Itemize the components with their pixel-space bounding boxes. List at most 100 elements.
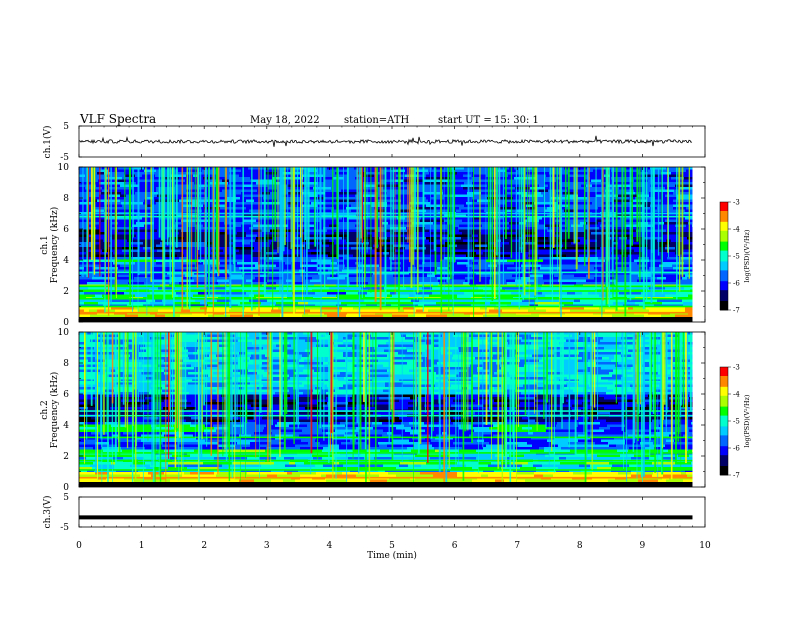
- spectrogram-sferic: [403, 167, 405, 290]
- spectrogram-cell: [118, 179, 127, 183]
- spectrogram-cell: [627, 187, 645, 190]
- spectrogram-cell: [481, 192, 490, 195]
- spectrogram-cell: [355, 262, 363, 265]
- spectrogram-cell: [254, 432, 273, 435]
- spectrogram-cell: [397, 302, 414, 305]
- spectrogram-cell: [327, 402, 349, 405]
- spectrogram-cell: [205, 384, 228, 388]
- spectrogram-cell: [378, 359, 393, 363]
- spectrogram-cell: [386, 342, 405, 345]
- spectrogram-cell: [79, 224, 90, 228]
- spectrogram-cell: [309, 372, 322, 375]
- spectrogram-cell: [491, 269, 515, 273]
- spectrogram-cell: [513, 199, 528, 203]
- spectrogram-cell: [393, 254, 413, 258]
- spectrogram-cell: [571, 372, 591, 375]
- spectrogram-cell: [305, 229, 328, 233]
- spectrogram-cell: [308, 442, 321, 445]
- spectrogram-cell: [371, 334, 387, 338]
- spectrogram-cell: [79, 242, 93, 245]
- spectrogram-cell: [137, 204, 148, 208]
- spectrogram-sferic: [225, 167, 227, 280]
- spectrogram-cell: [574, 252, 598, 255]
- spectrogram-cell: [496, 382, 511, 385]
- spectrogram-sferic: [433, 167, 435, 251]
- spectrogram-cell: [137, 332, 155, 335]
- spectrogram-cell: [205, 402, 225, 405]
- spectrogram-cell: [183, 422, 192, 425]
- spectrogram-sferic: [615, 167, 618, 311]
- spectrogram-cell: [466, 357, 476, 360]
- spectrogram-sferic: [678, 167, 680, 257]
- spectrogram-sferic: [602, 167, 604, 301]
- spectrogram-cell: [654, 189, 675, 193]
- spectrogram-cell: [323, 447, 340, 450]
- spectrogram-cell: [109, 254, 116, 258]
- spectrogram-cell: [631, 354, 642, 358]
- spectrogram-cell: [132, 339, 157, 343]
- spectrogram-cell: [570, 309, 587, 313]
- spectrogram-cell: [96, 307, 112, 310]
- spectrogram-cell: [243, 184, 253, 188]
- spectrogram-cell: [300, 399, 311, 403]
- spectrogram-cell: [675, 224, 687, 228]
- spectrogram-cell: [476, 269, 492, 273]
- spectrogram-cell: [533, 432, 552, 435]
- spectrogram-cell: [589, 259, 606, 263]
- spectrogram-cell: [628, 227, 640, 230]
- spectrogram-cell: [330, 252, 351, 255]
- spectrogram-cell: [352, 394, 359, 398]
- spectrogram-cell: [450, 247, 475, 250]
- spectrogram-cell: [559, 362, 572, 365]
- spectrogram-cell: [143, 172, 168, 175]
- spectrogram-cell: [619, 292, 625, 295]
- spectrogram-cell: [623, 374, 635, 378]
- spectrogram-cell: [588, 292, 613, 295]
- spectrogram-cell: [305, 277, 313, 280]
- spectrogram-cell: [670, 429, 690, 433]
- spectrogram-cell: [144, 167, 157, 170]
- spectrogram-cell: [619, 344, 643, 348]
- spectrogram-cell: [352, 412, 374, 415]
- spectrogram-cell: [683, 179, 693, 183]
- spectrogram-cell: [99, 194, 109, 198]
- spectrogram-cell: [387, 354, 406, 358]
- spectrogram-cell: [463, 412, 476, 415]
- spectrogram-cell: [594, 384, 616, 388]
- spectrogram-cell: [638, 377, 653, 380]
- spectrogram-cell: [152, 427, 175, 430]
- spectrogram-cell: [316, 294, 337, 298]
- spectrogram-cell: [150, 389, 163, 393]
- spectrogram-cell: [156, 187, 178, 190]
- spectrogram-cell: [649, 257, 668, 260]
- spectrogram-cell: [518, 397, 536, 400]
- spectrogram-cell: [95, 294, 103, 298]
- spectrogram-cell: [329, 349, 354, 353]
- spectrogram-cell: [473, 387, 490, 390]
- spectrogram-cell: [528, 419, 536, 423]
- spectrogram-cell: [532, 252, 545, 255]
- spectrogram-cell: [467, 272, 477, 275]
- spectrogram-cell: [555, 242, 572, 245]
- spectrogram-cell: [306, 377, 322, 380]
- spectrogram-cell: [303, 282, 314, 285]
- spectrogram-cell: [482, 224, 494, 228]
- spectrogram-cell: [668, 377, 681, 380]
- spectrogram-cell: [314, 362, 324, 365]
- spectrogram-sferic: [188, 167, 191, 310]
- spectrogram-cell: [457, 172, 475, 175]
- spectrogram-cell: [581, 294, 600, 298]
- spectrogram-cell: [383, 447, 408, 450]
- spectrogram-cell: [554, 439, 579, 443]
- spectrogram-cell: [563, 372, 572, 375]
- spectrogram-cell: [285, 307, 310, 310]
- spectrogram-cell: [236, 252, 253, 255]
- spectrogram-cell: [544, 252, 563, 255]
- spectrogram-cell: [684, 262, 693, 265]
- spectrogram-cell: [514, 269, 522, 273]
- spectrogram-cell: [587, 197, 596, 200]
- spectrogram-cell: [198, 202, 206, 205]
- spectrogram-cell: [79, 244, 92, 248]
- spectrogram-cell: [244, 387, 258, 390]
- spectrogram-cell: [590, 177, 612, 180]
